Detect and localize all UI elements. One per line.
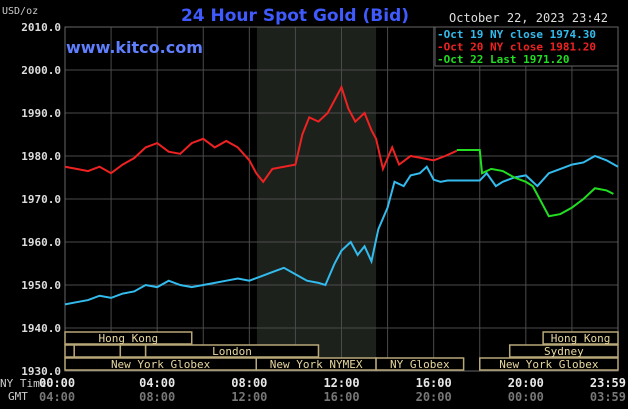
chart-title: 24 Hour Spot Gold (Bid) — [181, 6, 409, 26]
series-lines — [64, 84, 619, 306]
session-label: New York Globex — [111, 358, 211, 371]
timestamp: October 22, 2023 23:42 — [449, 11, 608, 25]
y-tick-label: 1950.0 — [21, 279, 61, 292]
session-label: NY Globex — [390, 358, 450, 371]
plot-border — [64, 26, 619, 372]
session-box — [144, 344, 320, 358]
x-tick-ny: 20:00 — [508, 376, 544, 390]
x-tick-gmt: 00:00 — [508, 390, 544, 404]
series-line-oct-19 — [64, 154, 619, 306]
x-tick-ny: 00:00 — [39, 376, 75, 390]
x-tick-gmt: 12:00 — [231, 390, 267, 404]
ny-time-label: NY Time — [0, 377, 46, 390]
legend-entry: -Oct 20 NY close 1981.20 — [437, 41, 596, 54]
y-tick-label: 1960.0 — [21, 236, 61, 249]
session-box — [479, 357, 619, 371]
session-label: New York Globex — [499, 358, 599, 371]
x-tick-gmt: 03:59 — [590, 390, 626, 404]
y-tick-label: 1980.0 — [21, 150, 61, 163]
x-tick-ny: 16:00 — [416, 376, 452, 390]
session-label: London — [212, 345, 252, 358]
gmt-label: GMT — [8, 390, 28, 403]
legend: -Oct 19 NY close 1974.30-Oct 20 NY close… — [434, 26, 619, 67]
x-tick-gmt: 08:00 — [139, 390, 175, 404]
session-label: Hong Kong — [551, 332, 611, 345]
x-tick-gmt: 20:00 — [416, 390, 452, 404]
y-tick-label: 1990.0 — [21, 107, 61, 120]
y-tick-label: 1930.0 — [21, 365, 61, 378]
session-label: Sydney — [544, 345, 584, 358]
x-tick-ny: 04:00 — [139, 376, 175, 390]
session-label: New York NYMEX — [270, 358, 363, 371]
session-box — [375, 357, 465, 371]
session-box — [542, 331, 619, 345]
x-tick-gmt: 16:00 — [323, 390, 359, 404]
session-box — [508, 344, 619, 358]
x-tick-gmt: 04:00 — [39, 390, 75, 404]
session-label: Hong Kong — [99, 332, 159, 345]
session-box — [119, 344, 147, 358]
y-tick-label: 2000.0 — [21, 64, 61, 77]
grid — [64, 26, 619, 372]
y-unit-label: USD/oz — [2, 6, 38, 17]
y-tick-label: 1940.0 — [21, 322, 61, 335]
y-tick-label: 1970.0 — [21, 193, 61, 206]
x-tick-ny: 23:59 — [590, 376, 626, 390]
legend-entry: -Oct 22 Last 1971.20 — [437, 53, 569, 66]
series-line-oct-22 — [456, 148, 614, 218]
axes: 2010.0 2000.0 1990.0 1980.0 1970.0 1960.0 1950… — [0, 21, 626, 404]
legend-box — [434, 26, 619, 67]
x-tick-ny: 12:00 — [323, 376, 359, 390]
y-tick-label: 2010.0 — [21, 21, 61, 34]
legend-entry: -Oct 19 NY close 1974.30 — [437, 28, 596, 41]
session-box — [64, 344, 75, 358]
x-tick-ny: 08:00 — [231, 376, 267, 390]
session-box — [64, 331, 193, 345]
session-box — [73, 344, 122, 358]
watermark: www.kitco.com — [66, 38, 203, 57]
series-line-oct-20 — [64, 84, 458, 184]
